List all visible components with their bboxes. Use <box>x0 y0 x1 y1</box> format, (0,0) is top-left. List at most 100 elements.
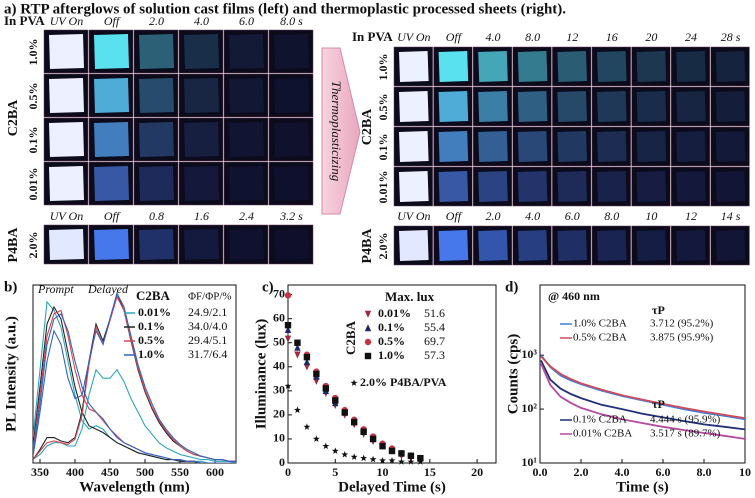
data-point <box>388 447 396 455</box>
data-point <box>284 326 292 333</box>
film-photo <box>399 51 429 82</box>
time-header: 16 <box>606 30 618 44</box>
data-point <box>284 382 292 389</box>
legend-label: 0.01% <box>378 306 411 320</box>
legend-value: 3.517 s (89.7%) <box>650 428 721 440</box>
x-tick-label: 2.0 <box>574 465 589 479</box>
film-photo <box>636 230 667 261</box>
data-point <box>398 458 405 465</box>
time-header: 4.0 <box>525 209 540 223</box>
row-label: 0.5% <box>376 94 390 121</box>
time-header: Off <box>446 30 463 44</box>
series-line <box>33 305 236 463</box>
y-tick-label: 10¹ <box>521 455 537 469</box>
film-photo <box>139 78 174 113</box>
film-photo <box>636 171 667 202</box>
series-line <box>33 368 236 463</box>
x-tick-label: 400 <box>66 465 84 479</box>
group-label: C2BA <box>360 108 375 145</box>
legend-label: 1.0% <box>378 348 405 362</box>
data-point <box>360 428 367 435</box>
time-header: 8.0 s <box>280 14 303 28</box>
film-photo <box>517 171 548 202</box>
data-point <box>284 335 292 343</box>
row-label: 1.0% <box>376 54 390 81</box>
film-photo <box>184 122 219 157</box>
film-photo <box>478 171 508 202</box>
data-point <box>350 453 358 460</box>
legend-label: 0.5% <box>138 333 165 347</box>
film-photo <box>49 78 84 113</box>
film-photo <box>438 91 469 122</box>
y-axis-label: Illuminance (lux) <box>253 319 269 429</box>
x-axis-label: Delayed Time (s) <box>338 479 446 495</box>
data-point <box>312 435 320 442</box>
x-tick-label: 450 <box>101 465 119 479</box>
data-point <box>364 310 372 318</box>
data-point <box>322 385 330 392</box>
data-point <box>407 458 415 465</box>
film-photo <box>597 131 627 162</box>
film-photo <box>94 78 129 113</box>
legend-label: 0.1% <box>378 320 405 334</box>
figure-title: a) RTP afterglows of solution cast films… <box>4 1 566 17</box>
film-photo <box>557 131 587 162</box>
film-photo <box>49 229 84 260</box>
data-point <box>360 454 368 462</box>
legend-value: 69.7 <box>424 334 445 348</box>
film-photo <box>517 131 548 162</box>
time-header: 2.0 <box>149 14 164 28</box>
annotation: τP <box>652 303 665 317</box>
time-header: 2.0 <box>486 209 501 223</box>
y-tick-label: 50 <box>273 334 285 348</box>
legend-label: 0.5% <box>378 334 405 348</box>
row-label: 2.0% <box>376 233 390 260</box>
legend-label: 0.5% C2BA <box>573 332 627 344</box>
x-axis-label: Time (s) <box>616 479 669 495</box>
film-photo <box>139 122 174 157</box>
film-photo <box>517 51 548 82</box>
time-header: 28 s <box>721 30 741 44</box>
legend-label: 0.1% <box>138 319 165 333</box>
time-header: 24 <box>685 30 697 44</box>
film-photo <box>139 229 174 260</box>
x-tick-label: 500 <box>136 465 154 479</box>
film-photo <box>478 131 508 162</box>
legend-value: 34.0/4.0 <box>188 319 227 333</box>
film-photo <box>49 34 84 69</box>
film-photo <box>229 122 264 157</box>
film-photo <box>274 78 309 113</box>
group-label: P4BA <box>6 227 21 263</box>
time-header: 1.6 <box>194 209 209 223</box>
data-point <box>416 458 424 465</box>
data-point <box>398 450 405 457</box>
data-point <box>294 343 301 351</box>
panel-label: d) <box>505 279 518 295</box>
film-photo <box>676 51 706 82</box>
legend-value: 29.4/5.1 <box>188 333 227 347</box>
film-photo <box>184 34 219 69</box>
legend-label: 0.01% <box>138 305 171 319</box>
time-header: 6.0 <box>565 209 580 223</box>
x-tick-label: 550 <box>171 465 189 479</box>
film-photo <box>715 171 746 202</box>
x-tick-label: 10 <box>739 465 751 479</box>
legend-value: 3.875 (95.9%) <box>650 332 714 344</box>
film-photo <box>715 51 746 82</box>
film-photo <box>274 34 309 69</box>
data-point <box>364 324 372 332</box>
time-header: UV On <box>397 209 430 223</box>
data-point <box>369 455 377 463</box>
data-point <box>331 447 339 454</box>
plot-frame <box>287 284 497 464</box>
annotation: Prompt <box>37 282 74 296</box>
row-label: 0.01% <box>376 171 390 204</box>
x-tick-label: 10 <box>377 465 389 479</box>
legend-value: 51.6 <box>424 306 445 320</box>
y-tick-label: 10 <box>273 431 285 445</box>
film-photo <box>94 166 129 201</box>
time-header: 2.4 <box>239 209 254 223</box>
film-photo <box>597 91 627 122</box>
film-photo <box>184 166 219 201</box>
